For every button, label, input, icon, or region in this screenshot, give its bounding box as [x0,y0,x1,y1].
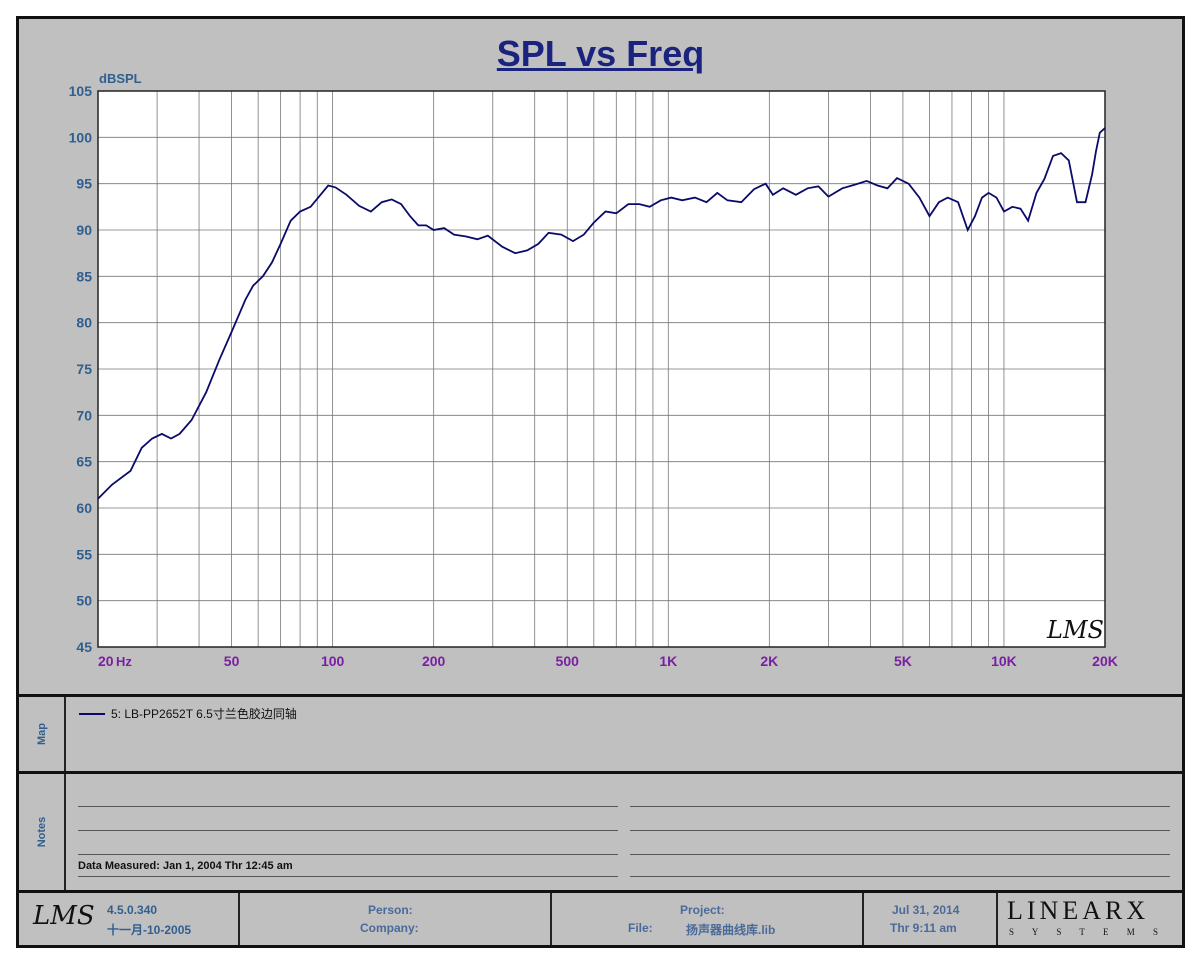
x-tick-label: 50 [224,653,240,669]
note-line [78,854,618,855]
person-label: Person: [368,903,413,917]
footer-project-cell: Project: File: 扬声器曲线库.lib [552,893,864,945]
x-tick-label: 20K [1092,653,1118,669]
file-value: 扬声器曲线库.lib [686,923,776,937]
y-axis-label: dBSPL [99,71,142,86]
y-tick-label: 70 [76,407,92,423]
y-tick-label: 90 [76,222,92,238]
legend-swatch [79,713,105,715]
x-tick-label: 2K [760,653,778,669]
lms-watermark: LMS [1046,616,1104,644]
report-frame: SPL vs Freq dBSPL 45 50 55 60 65 70 75 80 85 90 95… [16,16,1185,948]
x-tick-label: 20 [98,653,114,669]
x-tick-label: 1K [659,653,677,669]
legend-entry: 5: LB-PP2652T 6.5寸兰色胶边同轴 [111,707,297,721]
y-tick-label: 60 [76,500,92,516]
y-tick-label: 105 [69,83,93,99]
y-tick-label: 95 [76,176,92,192]
x-tick-label: 5K [894,653,912,669]
footer-version-cell: LMS 4.5.0.340 十一月-10-2005 [19,893,240,945]
x-tick-label: 10K [991,653,1017,669]
y-tick-label: 50 [76,593,92,609]
footer-person-cell: Person: Company: [240,893,552,945]
linearx-logo: LINEARX [1007,896,1150,925]
footer-date-cell: Jul 31, 2014 Thr 9:11 am [864,893,998,945]
grid-lines [97,90,1106,648]
series-line-lb-pp2652t [97,127,1106,500]
y-tick-label: 85 [76,268,92,284]
y-tick-label: 100 [69,129,93,145]
linearx-systems-text: S Y S T E M S [1009,927,1167,937]
notes-panel: Notes Data Measured: Jan 1, 2004 Thr 12:… [16,771,1185,893]
build-date-text: 十一月-10-2005 [107,923,192,937]
date-text: Jul 31, 2014 [892,903,960,917]
x-unit-label: Hz [116,654,132,669]
version-text: 4.5.0.340 [107,903,158,917]
y-tick-label: 45 [76,639,92,655]
y-tick-label: 55 [76,546,92,562]
notes-side-label: Notes [19,774,66,890]
x-tick-labels: 20 50 100 200 500 1K 2K 5K 10K 20K [98,653,1118,669]
note-line [630,876,1170,877]
x-tick-label: 500 [556,653,580,669]
notes-label: Notes [35,816,48,848]
plot-area-border [97,90,1106,648]
y-tick-labels: 45 50 55 60 65 70 75 80 85 90 95 100 105 [69,83,93,655]
spl-chart: dBSPL 45 50 55 60 65 70 75 80 85 90 95 100 105 20 50 1… [69,71,1118,669]
note-line [78,830,618,831]
chart-title: SPL vs Freq [496,33,705,74]
note-line [630,830,1170,831]
footer-panel: LMS 4.5.0.340 十一月-10-2005 Person: Compan… [16,890,1185,948]
x-tick-label: 200 [422,653,446,669]
lms-logo: LMS [33,901,95,931]
y-tick-label: 80 [76,315,92,331]
data-measured-text: Data Measured: Jan 1, 2004 Thr 12:45 am [78,860,293,872]
y-tick-label: 75 [76,361,92,377]
time-text: Thr 9:11 am [890,921,957,935]
note-line [78,876,618,877]
note-line [630,806,1170,807]
map-side-label: Map [19,697,66,771]
note-line [78,806,618,807]
company-label: Company: [360,921,419,935]
map-panel: Map 5: LB-PP2652T 6.5寸兰色胶边同轴 [16,694,1185,774]
file-label: File: [628,921,653,935]
y-tick-label: 65 [76,454,92,470]
map-label: Map [35,723,48,745]
note-line [630,854,1170,855]
x-tick-label: 100 [321,653,345,669]
project-label: Project: [680,903,725,917]
